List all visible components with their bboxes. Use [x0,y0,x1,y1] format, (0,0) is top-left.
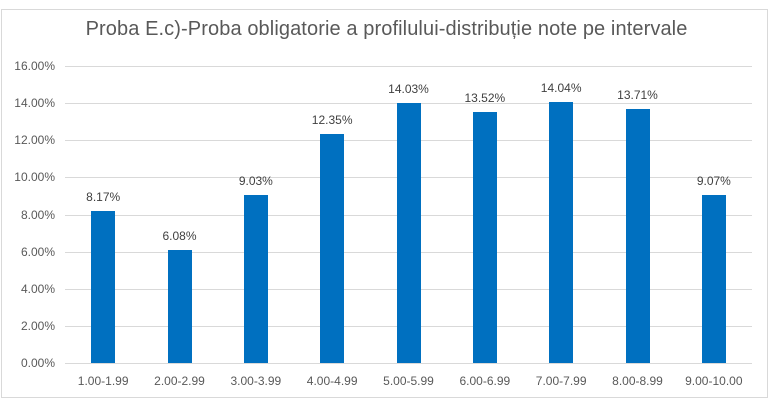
bar[interactable] [472,112,497,363]
bar[interactable] [396,102,421,363]
y-tick-label: 0.00% [20,356,55,370]
bar[interactable] [167,250,192,363]
y-tick-label: 16.00% [14,59,55,73]
x-tick-label: 5.00-5.99 [383,374,434,388]
bar[interactable] [91,211,116,363]
bar-value-label: 14.04% [540,81,582,96]
bar-value-label: 9.03% [238,174,273,189]
y-tick-label: 12.00% [14,133,55,148]
bar[interactable] [625,108,650,363]
x-tick-label: 1.00-1.99 [77,374,129,388]
bar-value-label: 13.71% [617,87,658,102]
x-tick-label: 7.00-7.99 [535,374,587,388]
bar-value-label: 13.52% [464,91,506,106]
y-tick-label: 14.00% [14,96,55,111]
x-tick-label: 2.00-2.99 [154,374,205,388]
bar-value-label: 14.03% [388,81,429,96]
y-tick-label: 8.00% [20,207,55,222]
bar-value-label: 8.17% [86,190,121,205]
bar-value-label: 12.35% [311,112,353,127]
x-tick-label: 8.00-8.99 [612,374,663,388]
bar[interactable] [243,195,268,363]
y-tick-label: 6.00% [20,244,55,259]
x-tick-label: 9.00-10.00 [685,374,743,388]
y-tick-label: 4.00% [20,281,55,296]
gridline [65,363,752,364]
bar[interactable] [701,194,726,363]
bar-value-label: 9.07% [696,173,731,188]
gridline [65,66,752,67]
bar[interactable] [549,102,574,363]
y-tick-label: 2.00% [20,318,55,333]
x-tick-label: 6.00-6.99 [459,374,511,388]
y-tick-label: 10.00% [14,170,55,185]
chart-title: Proba E.c)-Proba obligatorie a profilulu… [85,18,688,40]
plot-area: 8.17% 6.08% 9.03% 12.35% 14.03% 13.52% 14.04% 1… [65,66,752,364]
bar[interactable] [320,133,345,363]
x-tick-label: 3.00-3.99 [230,374,282,388]
bar-value-label: 6.08% [162,229,197,244]
x-tick-label: 4.00-4.99 [306,374,358,388]
